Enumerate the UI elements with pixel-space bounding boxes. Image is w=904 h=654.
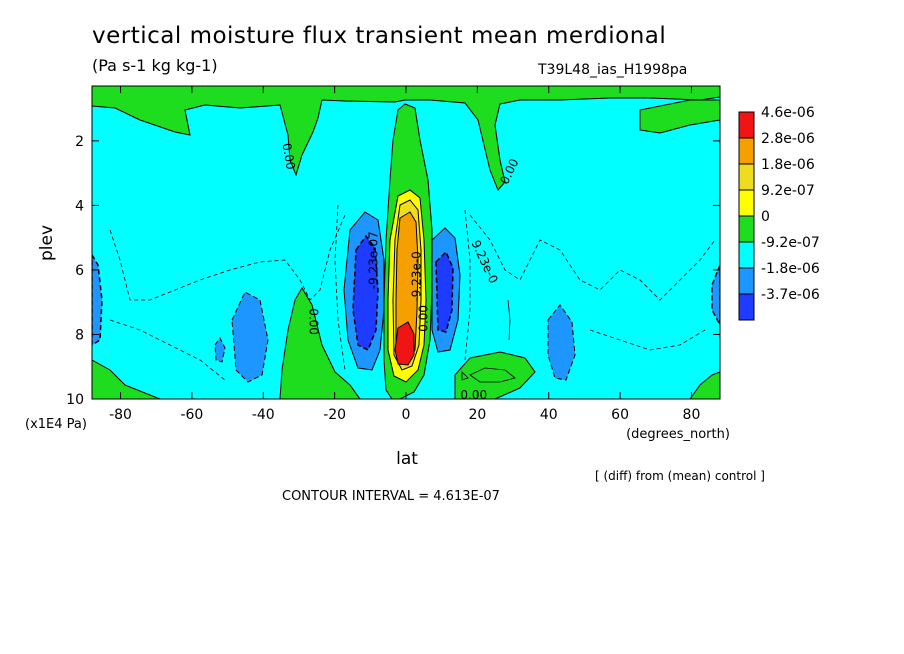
contour-label: 0.00: [307, 308, 321, 335]
x-tick-label: -20: [323, 407, 346, 423]
legend-label: 4.6e-06: [761, 105, 815, 121]
legend-swatch: [738, 137, 755, 165]
legend-swatch: [738, 215, 755, 243]
region-top-right-lobe: [639, 99, 720, 134]
region-neg-50s: [214, 337, 226, 363]
region-neg-left-2: [352, 234, 379, 352]
contour-label: 0.00: [279, 142, 297, 171]
region-neg-left-edge: [92, 253, 103, 346]
x-tick-label: -40: [252, 407, 275, 423]
legend-label: 9.2e-07: [761, 183, 815, 199]
contour-label: 0.00: [460, 388, 487, 402]
y-tick-label: 8: [75, 327, 84, 343]
region-positive-max: [394, 321, 415, 366]
x-tick-label: 80: [683, 407, 701, 423]
legend-label: -9.2e-07: [761, 235, 820, 251]
legend-swatch: [738, 293, 755, 321]
legend-label: 2.8e-06: [761, 131, 815, 147]
x-axis-label: lat: [396, 449, 418, 469]
x-tick-label: 20: [468, 407, 486, 423]
region-neg-45n: [547, 304, 576, 381]
region-left-bottom: [279, 287, 361, 399]
region-right-edge: [689, 371, 720, 399]
filled-contours: [92, 86, 720, 399]
color-legend: 4.6e-06 2.8e-06 1.8e-06 9.2e-07 0 -9.2e-07 -1.…: [738, 105, 820, 321]
y-axis: 2 4 6 8 10: [66, 134, 720, 408]
chart-title: vertical moisture flux transient mean me…: [92, 23, 667, 49]
legend-label: 0: [761, 209, 770, 225]
y-axis-units: (x1E4 Pa): [25, 417, 87, 432]
x-tick-label: 60: [611, 407, 629, 423]
x-axis-units: (degrees_north): [626, 427, 730, 442]
x-axis: -80 -60 -40 -20 0 20 40 60 80: [109, 86, 700, 423]
contour-label: -9.23e-0: [409, 251, 423, 301]
diff-note: [ (diff) from (mean) control ]: [595, 469, 765, 483]
dashed-contours: [109, 204, 716, 381]
legend-label: -3.7e-06: [761, 287, 820, 303]
legend-label: 1.8e-06: [761, 157, 815, 173]
y-tick-label: 10: [66, 392, 84, 408]
chart-units: (Pa s-1 kg kg-1): [92, 56, 218, 75]
legend-label: -1.8e-06: [761, 261, 820, 277]
y-tick-label: 2: [75, 134, 84, 150]
contour-label: -9.23e-07: [366, 231, 380, 289]
region-right-bottom: [454, 351, 536, 399]
legend-swatch: [738, 241, 755, 269]
x-tick-label: 40: [540, 407, 558, 423]
legend-swatch: [738, 163, 755, 191]
x-tick-label: -60: [180, 407, 203, 423]
x-tick-label: 0: [402, 407, 411, 423]
legend-swatch: [738, 189, 755, 217]
y-tick-label: 6: [75, 263, 84, 279]
y-axis-label: plev: [37, 225, 57, 261]
solid-contours: [461, 299, 516, 383]
region-top-band: [92, 86, 720, 191]
region-lower-left: [92, 359, 161, 399]
region-neg-right-edge: [711, 264, 720, 326]
contour-label: 0.00: [416, 305, 430, 332]
region-neg-40s: [231, 291, 269, 383]
legend-swatch: [738, 267, 755, 295]
y-tick-label: 4: [75, 198, 84, 214]
legend-swatch: [738, 111, 755, 139]
run-id: T39L48_ias_H1998pa: [538, 62, 688, 78]
x-tick-label: -80: [109, 407, 132, 423]
region-neg-right-2: [435, 250, 454, 333]
contour-interval: CONTOUR INTERVAL = 4.613E-07: [282, 489, 500, 504]
